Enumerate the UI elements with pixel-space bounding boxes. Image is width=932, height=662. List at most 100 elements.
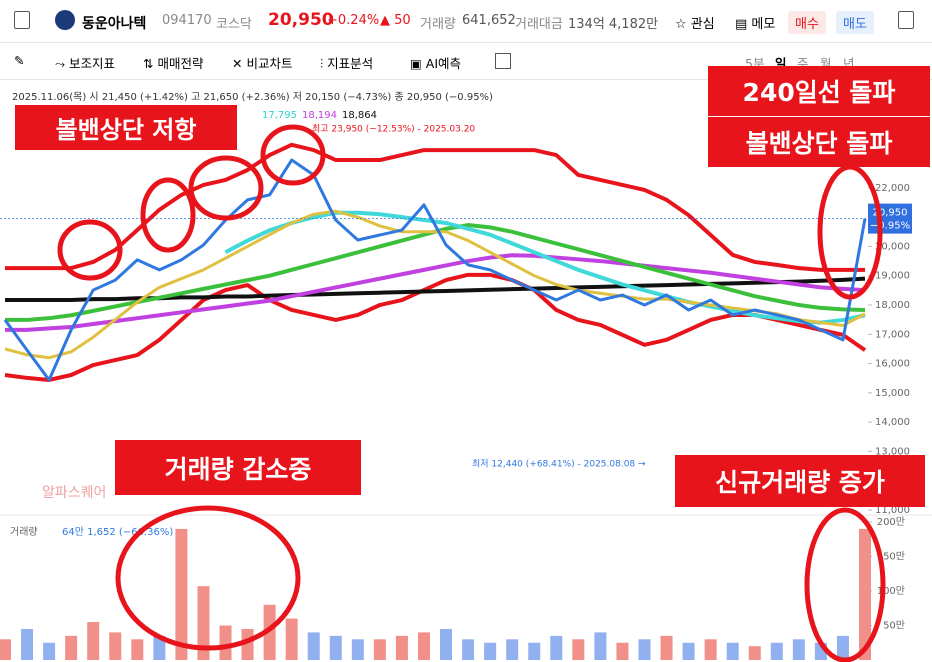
highlight-circle xyxy=(57,219,123,281)
change-pct: +0.24% xyxy=(327,13,380,28)
annotation: 볼밴상단 돌파 xyxy=(708,117,930,167)
sell-button[interactable]: 매도 xyxy=(836,11,874,34)
draw-icon[interactable]: ✎ xyxy=(14,53,25,68)
volume-bar xyxy=(219,625,232,660)
volume-bar xyxy=(594,632,607,660)
tool-label: AI예측 xyxy=(425,56,462,71)
watermark: 알파스퀘어 xyxy=(42,485,106,501)
tool[interactable]: ⤳ 보조지표 xyxy=(55,56,115,71)
volume-bar xyxy=(263,604,276,660)
volume-bar xyxy=(528,642,541,660)
amount-label: 거래대금 xyxy=(515,17,563,32)
stock-name: 동운아나텍 xyxy=(82,16,147,32)
tool-label: 비교차트 xyxy=(246,56,293,71)
volume-bar xyxy=(65,635,78,660)
highlight-circle xyxy=(115,505,301,651)
code: 094170 xyxy=(162,13,212,28)
y-tick-label: 18,000 xyxy=(875,300,910,311)
price: 20,950 xyxy=(268,10,334,30)
volume-bar xyxy=(572,639,585,660)
volume-bar xyxy=(87,622,100,660)
volume-bar xyxy=(307,632,320,660)
y-tick-label: 22,000 xyxy=(875,183,910,194)
volume-value: 64만 1,652 (−66.36%) xyxy=(62,526,173,538)
button[interactable]: ▤ 메모 xyxy=(735,17,776,32)
series-line xyxy=(5,253,866,332)
info-line: 2025.11.06(목) 시 21,450 (+1.42%) 고 21,650… xyxy=(12,91,493,103)
high-note: 최고 23,950 (−12.53%) - 2025.03.20 xyxy=(312,124,475,135)
y-tick-label: 13,000 xyxy=(875,446,910,457)
volume-bar xyxy=(285,618,298,660)
tool-label: 보조지표 xyxy=(68,56,115,71)
volume-bar xyxy=(373,639,386,660)
volume-bar xyxy=(395,635,408,660)
tool[interactable]: ⇅ 매매전략 xyxy=(143,56,204,71)
volume: 641,652 xyxy=(462,13,516,28)
change: ▲ 50 xyxy=(380,13,411,28)
tool[interactable]: ✕ 비교차트 xyxy=(232,56,293,71)
volume-bar xyxy=(484,642,497,660)
y-tick-label: 150만 xyxy=(877,551,905,563)
volume-bar xyxy=(660,635,673,660)
volume-bar xyxy=(836,635,849,660)
period[interactable]: 주 xyxy=(797,56,809,71)
highlight-circle xyxy=(260,124,326,186)
period[interactable]: 일 xyxy=(775,56,787,71)
volume-bar xyxy=(440,628,453,660)
period[interactable]: 월 xyxy=(820,56,832,71)
tool[interactable]: ▣ AI예측 xyxy=(410,56,462,71)
volume-bar xyxy=(21,628,34,660)
price-tag: 20,950 xyxy=(873,208,908,219)
market: 코스닥 xyxy=(216,17,252,32)
panel-icon[interactable] xyxy=(898,11,914,29)
y-tick-label: 200만 xyxy=(877,516,905,528)
y-tick-label: 20,000 xyxy=(875,241,910,252)
series-line xyxy=(4,272,867,382)
low-note: 최저 12,440 (+68.41%) - 2025.08.08 → xyxy=(472,459,646,470)
volume-bar xyxy=(748,646,761,660)
volume-bar xyxy=(462,639,475,660)
button[interactable]: ☆ 관심 xyxy=(675,17,715,32)
volume-bar xyxy=(792,639,805,660)
volume-bar xyxy=(153,635,166,660)
highlight-circle xyxy=(140,177,196,253)
series-line xyxy=(224,210,866,325)
volume-bar xyxy=(0,639,11,660)
series-line xyxy=(5,142,865,272)
period[interactable]: 년 xyxy=(843,56,855,71)
highlight-circle xyxy=(817,164,883,300)
volume-bar xyxy=(417,632,430,660)
volume-bar xyxy=(241,628,254,660)
highlight-circle xyxy=(188,155,264,221)
highlight-circle xyxy=(804,507,886,662)
annotation: 볼밴상단 저항 xyxy=(15,105,237,150)
amount: 134억 4,182만 xyxy=(568,17,659,32)
volume-bar xyxy=(682,642,695,660)
tool-label: 지표분석 xyxy=(327,56,374,71)
series-line xyxy=(3,158,867,382)
volume-bar xyxy=(109,632,122,660)
volume-bar xyxy=(616,642,629,660)
volume-bar xyxy=(506,639,519,660)
annotation: 240일선 돌파 xyxy=(708,66,930,116)
annotation: 거래량 감소중 xyxy=(115,440,361,495)
volume-bar xyxy=(704,639,717,660)
button-label: 메모 xyxy=(751,17,776,32)
buy-button[interactable]: 매수 xyxy=(788,11,826,34)
volume-bar xyxy=(175,528,188,660)
ma-label: 17,795 xyxy=(262,110,297,121)
y-tick-label: 50만 xyxy=(883,620,905,632)
y-tick-label: 14,000 xyxy=(875,417,910,428)
volume-bar xyxy=(329,635,342,660)
sidebar-icon[interactable] xyxy=(14,11,30,29)
y-tick-label: 16,000 xyxy=(875,359,910,370)
tool[interactable]: ⫶ 지표분석 xyxy=(320,56,374,71)
chart: 11,00012,00013,00014,00015,00016,00017,0… xyxy=(0,91,932,662)
checkbox[interactable] xyxy=(495,53,511,69)
y-tick-label: 17,000 xyxy=(875,329,910,340)
price-tag-box xyxy=(868,203,912,234)
volume-label: 거래량 xyxy=(420,17,456,32)
header: 동운아나텍 094170 코스닥 20,950 +0.24% ▲ 50 거래량 … xyxy=(0,0,932,43)
price-tag-pct: −0.95% xyxy=(870,221,910,232)
